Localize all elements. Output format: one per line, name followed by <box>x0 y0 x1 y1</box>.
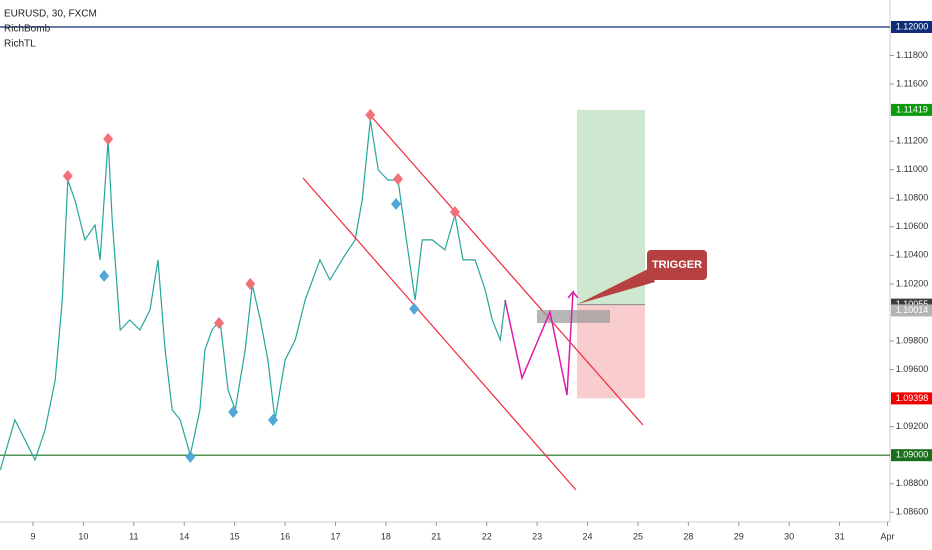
y-tick-label: 1.09600 <box>896 364 929 374</box>
pivot-marker <box>267 413 278 426</box>
callout-arrow <box>578 268 655 304</box>
chart-title: EURUSD, 30, FXCM <box>4 9 97 20</box>
level-badge <box>891 304 932 317</box>
y-tick-label: 1.09200 <box>896 421 929 431</box>
pivot-marker <box>103 133 114 146</box>
y-tick-label: 1.09800 <box>896 335 929 345</box>
y-tick-label: 1.10600 <box>896 221 929 231</box>
x-tick-label: 9 <box>31 531 36 541</box>
y-tick-label: 1.10200 <box>896 278 929 288</box>
x-tick-label: 16 <box>280 531 290 541</box>
x-tick-label: 22 <box>482 531 492 541</box>
channel-lower <box>302 177 577 491</box>
channel-upper <box>369 114 644 426</box>
indicator: RichTL <box>4 39 36 50</box>
level-label: 1.10014 <box>896 305 929 315</box>
level-label: 1.09000 <box>896 450 929 460</box>
level-label: 1.09398 <box>896 393 929 403</box>
pivot-marker <box>409 302 420 315</box>
projection <box>504 289 579 396</box>
price-line <box>0 119 506 471</box>
y-tick-label: 1.11000 <box>896 164 928 174</box>
y-tick-label: 1.10800 <box>896 193 929 203</box>
x-tick-label: 17 <box>330 531 340 541</box>
indicator: RichBomb <box>4 24 51 35</box>
pivot-marker <box>245 277 256 290</box>
x-tick-label: 18 <box>381 531 391 541</box>
level-badge <box>891 20 932 33</box>
level-badge <box>891 392 932 405</box>
pivot-marker <box>392 172 403 185</box>
x-tick-label: 10 <box>78 531 88 541</box>
x-tick-label: 30 <box>784 531 794 541</box>
x-tick-label: 15 <box>230 531 240 541</box>
level-label: 1.10055 <box>896 299 929 309</box>
zone-box <box>537 310 610 323</box>
y-tick-label: 1.10400 <box>896 250 929 260</box>
pivot-marker <box>390 197 401 210</box>
level-label: 1.12000 <box>896 21 929 31</box>
x-tick-label: 24 <box>583 531 593 541</box>
pivot-marker <box>365 108 376 121</box>
y-tick-label: 1.11600 <box>896 78 928 88</box>
x-tick-label: Apr <box>880 531 894 541</box>
pivot-marker <box>62 169 73 182</box>
x-tick-label: 25 <box>633 531 643 541</box>
y-tick-label: 1.08600 <box>896 507 929 517</box>
pivot-marker <box>99 269 110 282</box>
x-tick-label: 29 <box>734 531 744 541</box>
pivot-marker <box>449 205 460 218</box>
x-tick-label: 21 <box>431 531 441 541</box>
level-badge <box>891 449 932 462</box>
pivot-marker <box>214 317 225 330</box>
x-tick-label: 23 <box>532 531 542 541</box>
x-tick-label: 11 <box>129 531 138 541</box>
y-tick-label: 1.08800 <box>896 478 929 488</box>
pivot-marker <box>185 450 196 463</box>
x-tick-label: 28 <box>683 531 693 541</box>
callout-box <box>647 250 707 280</box>
level-badge <box>891 103 932 116</box>
annotation: TRIGGER <box>652 259 702 271</box>
x-tick-label: 14 <box>179 531 189 541</box>
y-tick-label: 1.11200 <box>896 136 928 146</box>
pivot-marker <box>228 405 239 418</box>
y-tick-label: 1.11800 <box>896 50 928 60</box>
target-zone <box>576 109 646 305</box>
level-label: 1.11419 <box>896 104 928 114</box>
x-tick-label: 31 <box>835 531 845 541</box>
